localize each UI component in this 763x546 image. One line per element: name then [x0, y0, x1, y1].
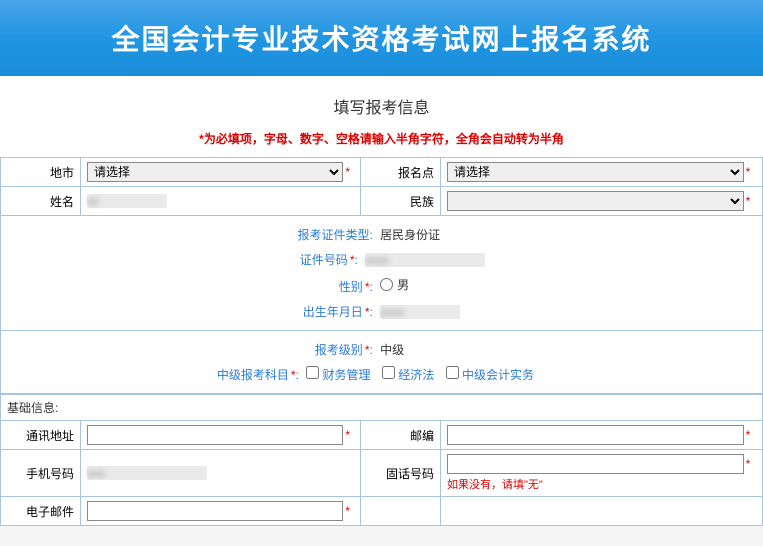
basic-section-title: 基础信息: — [0, 394, 763, 420]
name-label: 姓名 — [1, 187, 81, 216]
name-value-redacted: xx — [87, 194, 167, 208]
empty-cell — [361, 497, 441, 526]
email-label: 电子邮件 — [1, 497, 81, 526]
city-label: 地市 — [1, 158, 81, 187]
dob-value-redacted: xxxx — [380, 305, 460, 319]
subjects-label: 中级报考科目*: — [217, 366, 299, 383]
mobile-label: 手机号码 — [1, 450, 81, 497]
subject-checkbox-3[interactable] — [446, 366, 459, 379]
subject-option[interactable]: 财务管理 — [306, 368, 370, 382]
level-label: 报考级别*: — [293, 341, 373, 358]
page-header: 全国会计专业技术资格考试网上报名系统 — [0, 0, 763, 76]
exam-block: 报考级别*: 中级 中级报考科目*: 财务管理 经济法 中级会计实务 — [1, 331, 762, 393]
required-star: * — [746, 457, 751, 471]
site-label: 报名点 — [361, 158, 441, 187]
phone-note: 如果没有，请填"无" — [447, 476, 756, 492]
addr-label: 通讯地址 — [1, 421, 81, 450]
required-star: * — [746, 165, 751, 179]
required-star: * — [345, 428, 350, 442]
addr-input[interactable] — [87, 425, 343, 445]
dob-label: 出生年月日*: — [293, 303, 373, 320]
id-no-value-redacted: xxxx — [365, 253, 485, 267]
mobile-value-redacted: xxx — [87, 466, 207, 480]
gender-male-label: 男 — [397, 276, 409, 293]
ethnic-label: 民族 — [361, 187, 441, 216]
level-value: 中级 — [380, 341, 470, 358]
ethnic-select[interactable] — [447, 191, 744, 211]
email-input[interactable] — [87, 501, 343, 521]
form-table: 地市 请选择 * 报名点 请选择 * 姓名 xx 民族 * — [0, 157, 763, 394]
header-title: 全国会计专业技术资格考试网上报名系统 — [111, 24, 651, 55]
identity-block: 报考证件类型: 居民身份证 证件号码*: xxxx 性别*: 男 — [1, 216, 762, 330]
phone-input[interactable] — [447, 454, 744, 474]
subject-checkbox-2[interactable] — [382, 366, 395, 379]
basic-table: 通讯地址 * 邮编 * 手机号码 xxx 固话号码 * 如果没有，请填"无" 电… — [0, 420, 763, 526]
city-select[interactable]: 请选择 — [87, 162, 343, 182]
id-no-label: 证件号码*: — [278, 251, 358, 268]
postcode-input[interactable] — [447, 425, 744, 445]
required-star: * — [345, 504, 350, 518]
subject-option[interactable]: 经济法 — [382, 368, 434, 382]
gender-radio-male[interactable] — [380, 278, 393, 291]
site-select[interactable]: 请选择 — [447, 162, 744, 182]
gender-label: 性别*: — [293, 278, 373, 295]
subject-checkbox-1[interactable] — [306, 366, 319, 379]
id-type-label: 报考证件类型: — [293, 226, 373, 243]
required-star: * — [746, 428, 751, 442]
form-title: 填写报考信息 — [0, 76, 763, 130]
form-container: 填写报考信息 *为必填项，字母、数字、空格请输入半角字符，全角会自动转为半角 地… — [0, 76, 763, 526]
postcode-label: 邮编 — [361, 421, 441, 450]
form-hint: *为必填项，字母、数字、空格请输入半角字符，全角会自动转为半角 — [0, 130, 763, 157]
required-star: * — [345, 165, 350, 179]
required-star: * — [746, 194, 751, 208]
empty-cell — [441, 497, 763, 526]
subject-option[interactable]: 中级会计实务 — [446, 368, 534, 382]
phone-label: 固话号码 — [361, 450, 441, 497]
id-type-value: 居民身份证 — [380, 226, 470, 243]
